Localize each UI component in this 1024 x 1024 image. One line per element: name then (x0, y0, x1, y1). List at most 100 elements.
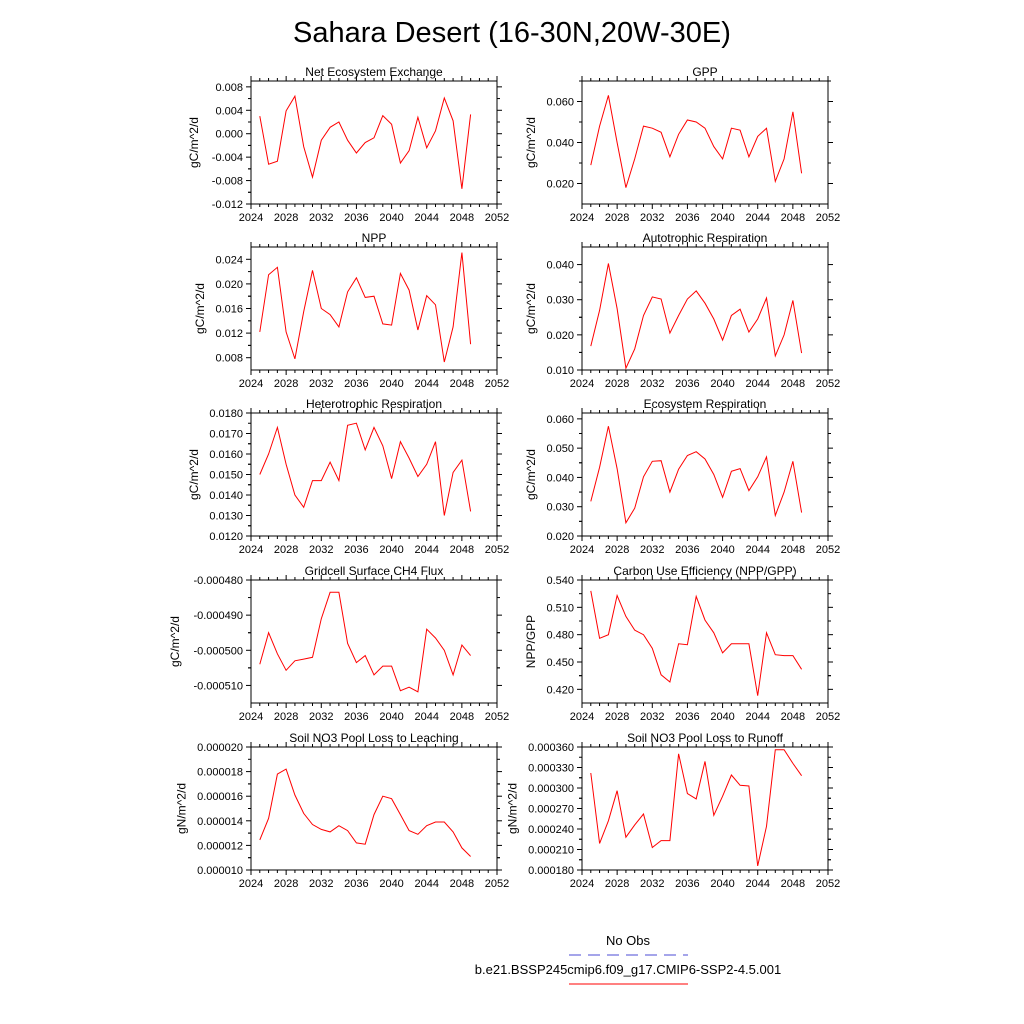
y-tick-label: 0.008 (215, 82, 243, 94)
x-tick-label: 2028 (605, 378, 629, 390)
x-tick-label: 2024 (239, 878, 263, 890)
y-tick-label: -0.012 (212, 199, 243, 211)
x-tick-label: 2032 (309, 711, 333, 723)
x-tick-label: 2040 (379, 212, 403, 224)
panel-title: GPP (692, 65, 717, 79)
chart-panel: Soil NO3 Pool Loss to Runoff 2024 2028 2032… (505, 731, 840, 890)
y-tick-label: 0.000270 (528, 804, 574, 816)
y-tick-label: 0.060 (546, 414, 574, 426)
figure-title: Sahara Desert (16-30N,20W-30E) (293, 17, 731, 49)
x-tick-label: 2028 (605, 878, 629, 890)
x-tick-label: 2032 (309, 212, 333, 224)
x-tick-label: 2036 (675, 378, 699, 390)
series-line (590, 95, 803, 188)
x-tick-label: 2044 (745, 711, 769, 723)
y-tick-label: 0.000016 (197, 791, 243, 803)
panel-title: Net Ecosystem Exchange (305, 65, 443, 79)
x-tick-label: 2040 (379, 878, 403, 890)
y-tick-label: 0.012 (215, 328, 243, 340)
x-tick-label: 2040 (710, 711, 734, 723)
x-tick-label: 2040 (379, 378, 403, 390)
x-tick-label: 2048 (781, 711, 805, 723)
panel-title: Gridcell Surface CH4 Flux (305, 564, 444, 578)
panel-title: Soil NO3 Pool Loss to Leaching (289, 731, 458, 745)
legend: No Obs b.e21.BSSP245cmip6.f09_g17.CMIP6-… (475, 933, 781, 985)
x-tick-label: 2044 (414, 711, 438, 723)
chart-panel: Autotrophic Respiration 2024 2028 2032 2036 2… (524, 231, 840, 390)
plot-frame (581, 412, 829, 537)
y-tick-label: 0.000020 (197, 742, 243, 754)
x-tick-label: 2024 (239, 378, 263, 390)
y-tick-label: 0.020 (546, 330, 574, 342)
y-tick-label: 0.000010 (197, 865, 243, 877)
series-line (590, 263, 803, 370)
x-tick-label: 2036 (344, 544, 368, 556)
y-axis-label: gC/m^2/d (168, 616, 182, 667)
x-tick-label: 2040 (710, 212, 734, 224)
x-tick-label: 2036 (675, 544, 699, 556)
y-tick-label: 0.040 (546, 260, 574, 272)
x-tick-label: 2040 (379, 544, 403, 556)
x-tick-label: 2048 (781, 878, 805, 890)
x-tick-label: 2052 (485, 212, 509, 224)
panel-title: Autotrophic Respiration (643, 231, 768, 245)
y-tick-label: 0.016 (215, 304, 243, 316)
series-line (259, 591, 471, 693)
x-tick-label: 2028 (605, 711, 629, 723)
plot-frame (250, 412, 498, 537)
x-tick-label: 2032 (309, 878, 333, 890)
y-tick-label: 0.510 (546, 602, 574, 614)
x-tick-label: 2052 (816, 378, 840, 390)
y-tick-label: 0.0150 (209, 470, 243, 482)
x-tick-label: 2044 (745, 212, 769, 224)
x-tick-label: 2036 (344, 711, 368, 723)
y-tick-label: 0.000330 (528, 763, 574, 775)
series-line (259, 252, 472, 363)
x-tick-label: 2024 (239, 544, 263, 556)
x-tick-label: 2040 (710, 544, 734, 556)
series-line (259, 94, 472, 189)
x-tick-label: 2048 (450, 212, 474, 224)
x-tick-label: 2032 (640, 878, 664, 890)
x-tick-label: 2032 (309, 378, 333, 390)
x-tick-label: 2024 (570, 212, 594, 224)
series-line (259, 768, 471, 857)
x-tick-label: 2028 (605, 212, 629, 224)
y-tick-label: 0.040 (546, 472, 574, 484)
x-tick-label: 2052 (816, 878, 840, 890)
x-tick-label: 2044 (414, 544, 438, 556)
series-line (590, 590, 803, 696)
x-tick-label: 2024 (239, 212, 263, 224)
x-tick-label: 2028 (274, 378, 298, 390)
x-tick-label: 2024 (570, 378, 594, 390)
y-axis-label: gC/m^2/d (524, 449, 538, 500)
x-tick-label: 2052 (816, 711, 840, 723)
x-tick-label: 2044 (414, 378, 438, 390)
x-tick-label: 2044 (414, 878, 438, 890)
chart-panel: NPP 2024 2028 2032 2036 2040 2044 2048 2052 0.024… (193, 231, 509, 390)
y-tick-label: 0.040 (546, 138, 574, 150)
panel-title: Soil NO3 Pool Loss to Runoff (627, 731, 784, 745)
y-tick-label: -0.008 (212, 176, 243, 188)
x-tick-label: 2048 (450, 378, 474, 390)
x-tick-label: 2036 (344, 878, 368, 890)
y-tick-label: 0.010 (546, 365, 574, 377)
y-axis-label: gC/m^2/d (187, 117, 201, 168)
legend-model-label: b.e21.BSSP245cmip6.f09_g17.CMIP6-SSP2-4.… (475, 962, 781, 977)
y-tick-label: -0.000510 (193, 680, 243, 692)
series-line (259, 422, 472, 516)
y-tick-label: 0.450 (546, 657, 574, 669)
x-tick-label: 2032 (640, 378, 664, 390)
chart-panel: Heterotrophic Respiration 2024 2028 2032 203… (187, 397, 509, 556)
y-tick-label: 0.000180 (528, 865, 574, 877)
chart-panel: GPP 2024 2028 2032 2036 2040 2044 2048 2052 0.060… (524, 65, 840, 224)
y-tick-label: 0.030 (546, 295, 574, 307)
x-tick-label: 2052 (485, 711, 509, 723)
series-line (590, 426, 803, 525)
y-tick-label: 0.480 (546, 630, 574, 642)
x-tick-label: 2036 (344, 378, 368, 390)
y-tick-label: 0.000300 (528, 783, 574, 795)
y-tick-label: -0.000480 (193, 575, 243, 587)
y-tick-label: 0.540 (546, 575, 574, 587)
